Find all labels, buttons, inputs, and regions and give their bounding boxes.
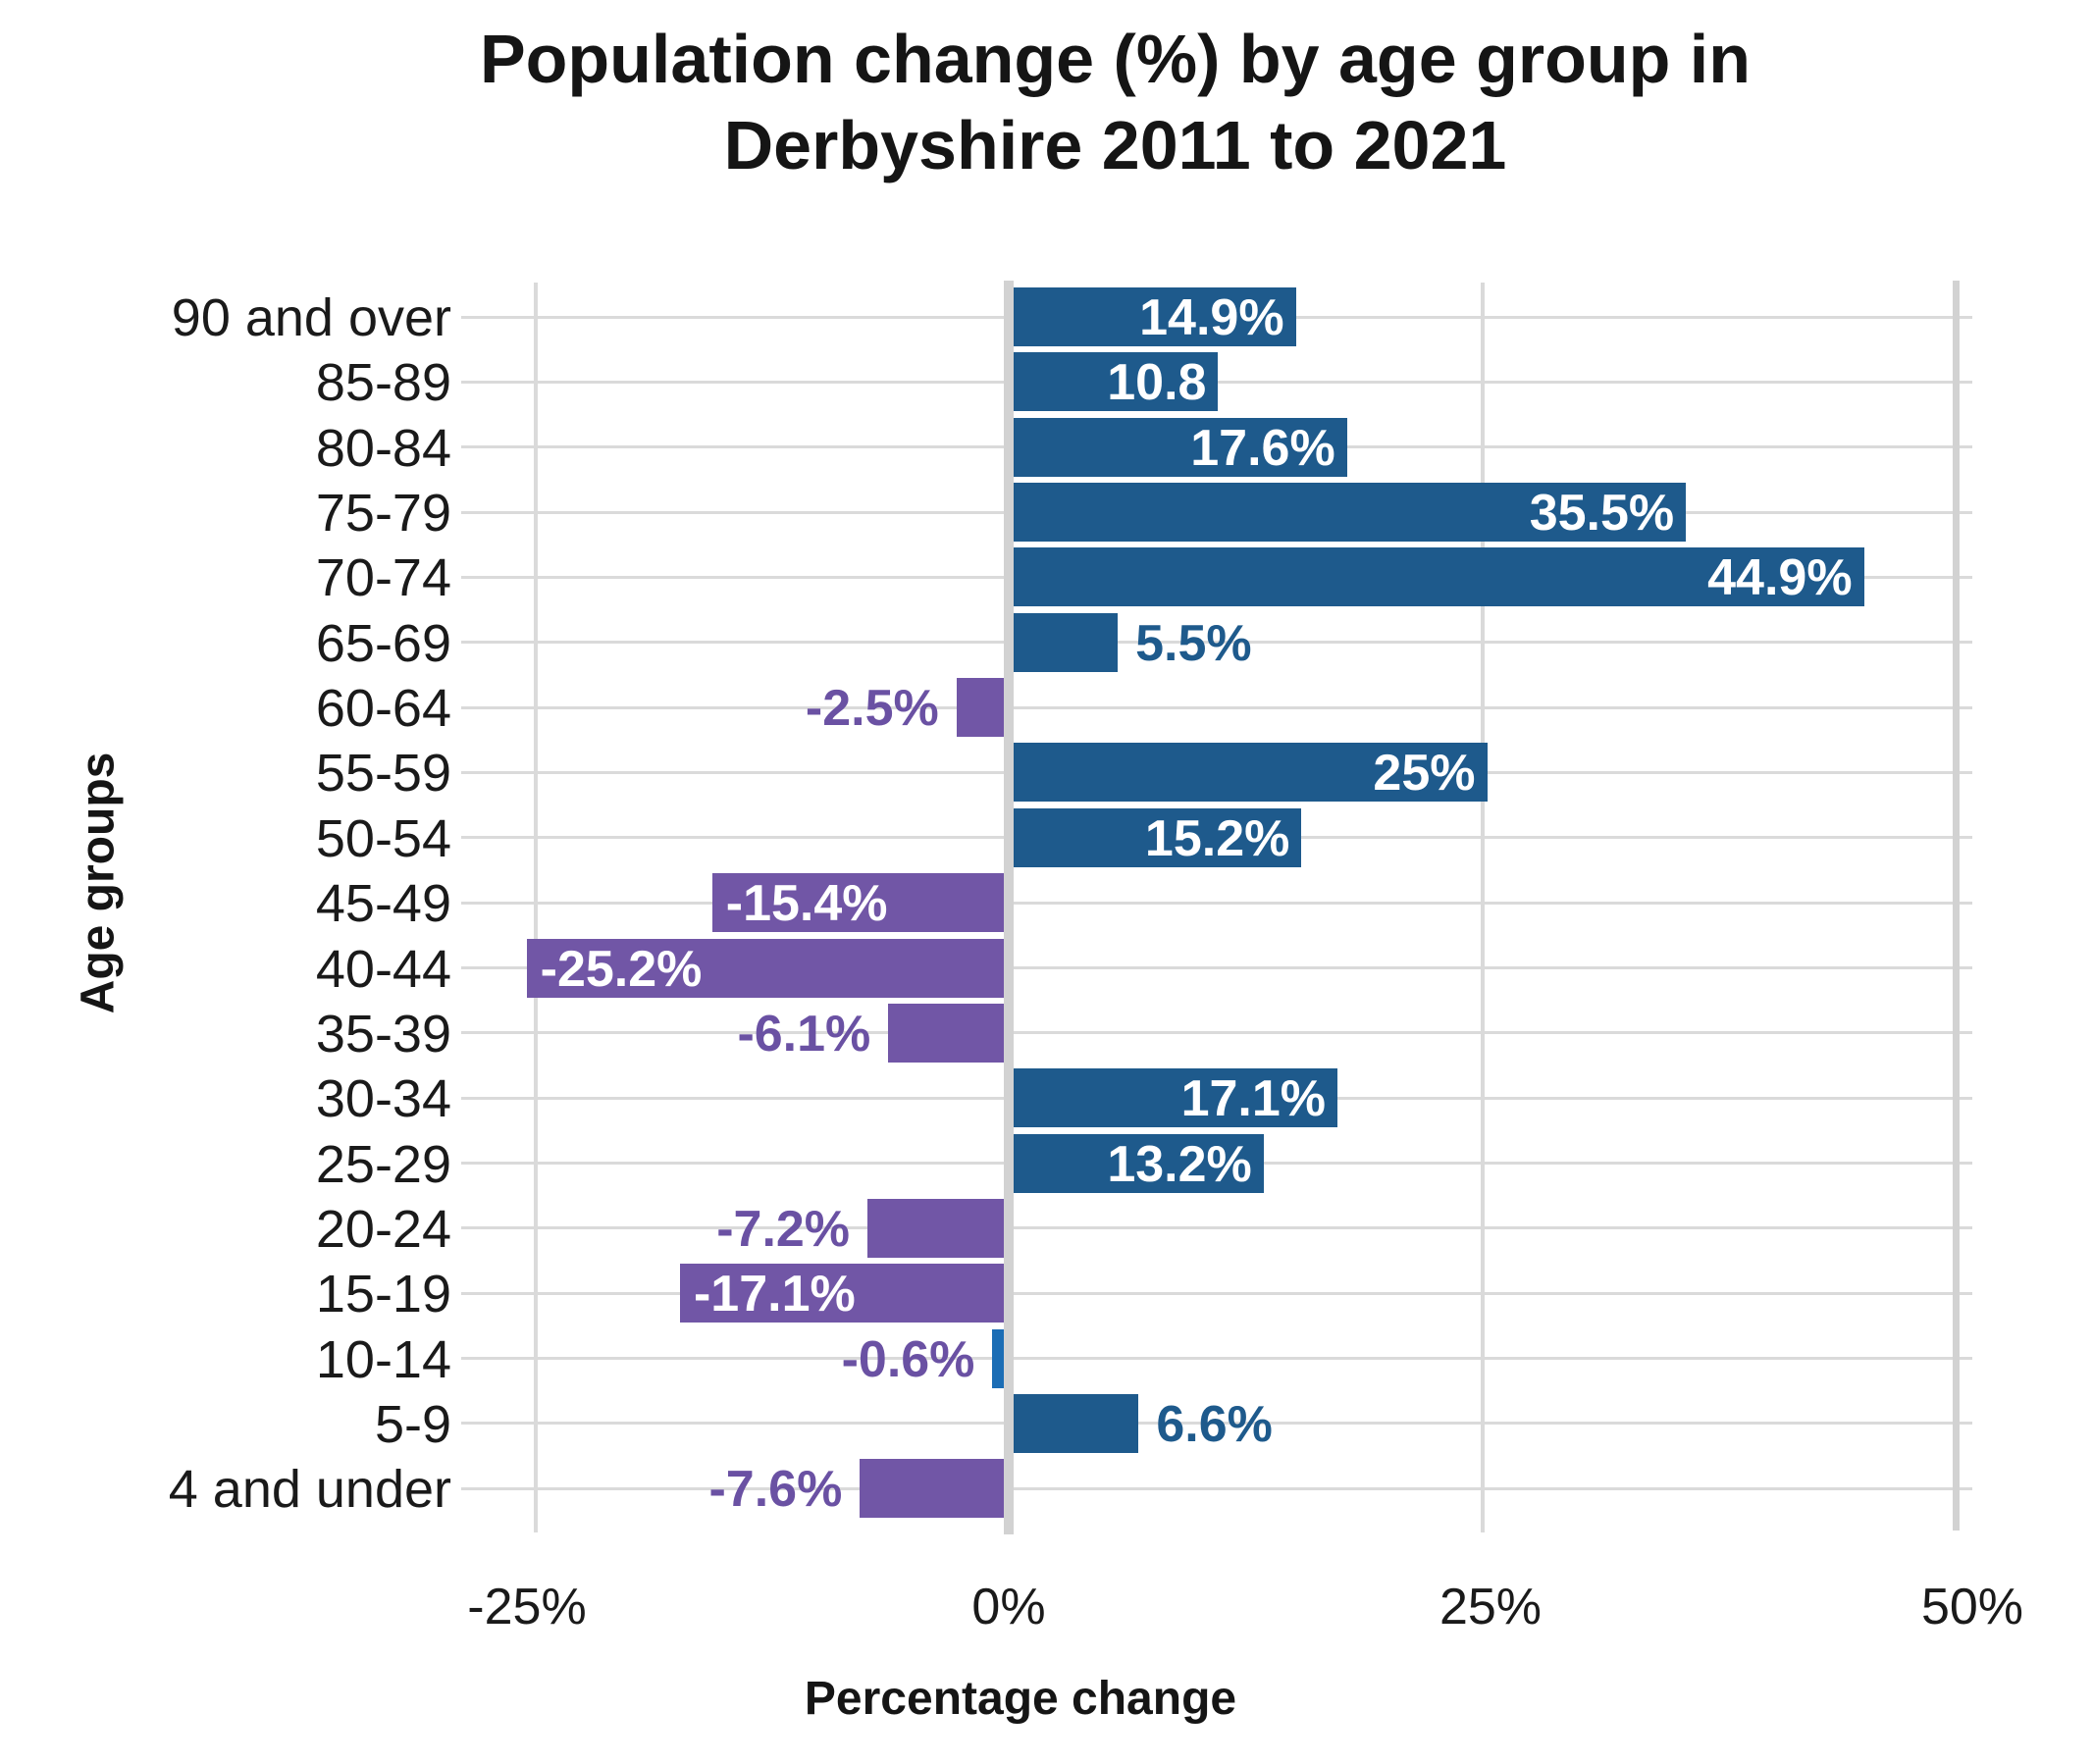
value-label-50-54: 15.2%	[1144, 809, 1290, 867]
bar-30-34	[1014, 1068, 1338, 1128]
bar-85-89	[1014, 352, 1219, 412]
value-label-5-9: 6.6%	[1156, 1395, 1273, 1453]
chart-title: Population change (%) by age group in De…	[137, 16, 2093, 188]
bar-50-54	[1014, 807, 1302, 867]
row-gridline	[461, 1031, 1972, 1035]
row-gridline	[461, 1486, 1972, 1490]
category-label-40-44: 40-44	[315, 939, 451, 999]
bar-25-29	[1014, 1133, 1264, 1193]
category-label-65-69: 65-69	[315, 613, 451, 673]
bar-80-84	[1014, 417, 1347, 477]
bar-45-49	[711, 873, 1004, 933]
bar-20-24	[867, 1198, 1004, 1258]
value-label-90-and-over: 14.9%	[1139, 289, 1284, 346]
row-gridline	[461, 966, 1972, 969]
category-label-5-9: 5-9	[374, 1394, 451, 1454]
x-axis-title: Percentage change	[804, 1673, 1237, 1725]
row-gridline	[461, 705, 1972, 709]
bar-60-64	[956, 678, 1004, 738]
x-tick-label: 50%	[1920, 1579, 2024, 1635]
category-label-25-29: 25-29	[315, 1134, 451, 1194]
category-label-45-49: 45-49	[315, 874, 451, 934]
x-tick-label: -25%	[467, 1579, 587, 1635]
chart-title-line1: Population change (%) by age group in	[479, 21, 1752, 97]
category-label-90-and-over: 90 and over	[171, 288, 451, 347]
category-label-80-84: 80-84	[315, 418, 451, 478]
row-gridline	[461, 1357, 1972, 1361]
category-label-15-19: 15-19	[315, 1265, 451, 1324]
category-label-35-39: 35-39	[315, 1004, 451, 1064]
category-label-70-74: 70-74	[315, 548, 451, 608]
bar-5-9	[1014, 1393, 1139, 1453]
category-label-85-89: 85-89	[315, 353, 451, 413]
bar-70-74	[1014, 547, 1864, 607]
value-label-80-84: 17.6%	[1190, 419, 1335, 477]
bar-15-19	[679, 1264, 1004, 1323]
value-label-10-14: -0.6%	[841, 1330, 975, 1388]
value-label-40-44: -25.2%	[540, 940, 703, 998]
value-label-15-19: -17.1%	[693, 1266, 856, 1323]
zero-axis-line	[1004, 281, 1014, 1534]
value-label-85-89: 10.8	[1107, 354, 1207, 412]
bar-65-69	[1014, 612, 1119, 672]
value-label-30-34: 17.1%	[1180, 1070, 1327, 1128]
value-label-60-64: -2.5%	[805, 680, 939, 738]
x-gridline	[1480, 283, 1485, 1532]
x-tick-label: 25%	[1439, 1579, 1543, 1635]
category-label-55-59: 55-59	[315, 744, 451, 804]
value-label-65-69: 5.5%	[1135, 614, 1252, 672]
category-label-30-34: 30-34	[315, 1069, 451, 1129]
bar-75-79	[1014, 483, 1687, 543]
value-label-4-and-under: -7.6%	[708, 1461, 843, 1519]
value-label-55-59: 25%	[1373, 745, 1476, 803]
value-label-25-29: 13.2%	[1107, 1135, 1252, 1193]
x-gridline	[533, 283, 538, 1532]
value-label-75-79: 35.5%	[1529, 485, 1675, 543]
category-label-20-24: 20-24	[315, 1199, 451, 1259]
row-gridline	[461, 1291, 1972, 1295]
plot-right-border	[1953, 281, 1960, 1531]
category-label-50-54: 50-54	[315, 808, 451, 868]
bar-55-59	[1014, 743, 1488, 803]
category-label-4-and-under: 4 and under	[168, 1460, 451, 1520]
category-label-60-64: 60-64	[315, 679, 451, 739]
bar-90-and-over	[1014, 287, 1296, 346]
chart-title-line2: Derbyshire 2011 to 2021	[723, 107, 1507, 183]
category-label-75-79: 75-79	[315, 484, 451, 544]
bar-40-44	[526, 938, 1004, 998]
value-label-20-24: -7.2%	[716, 1200, 851, 1258]
value-label-45-49: -15.4%	[725, 875, 888, 933]
bar-35-39	[888, 1003, 1004, 1063]
row-gridline	[461, 1226, 1972, 1230]
row-gridline	[461, 1422, 1972, 1426]
category-label-10-14: 10-14	[315, 1329, 451, 1389]
value-label-70-74: 44.9%	[1707, 549, 1853, 607]
bar-10-14	[992, 1328, 1004, 1388]
row-gridline	[461, 901, 1972, 905]
row-gridline	[461, 641, 1972, 645]
value-label-35-39: -6.1%	[737, 1005, 871, 1063]
bar-4-and-under	[860, 1459, 1004, 1519]
x-tick-label: 0%	[971, 1579, 1046, 1635]
